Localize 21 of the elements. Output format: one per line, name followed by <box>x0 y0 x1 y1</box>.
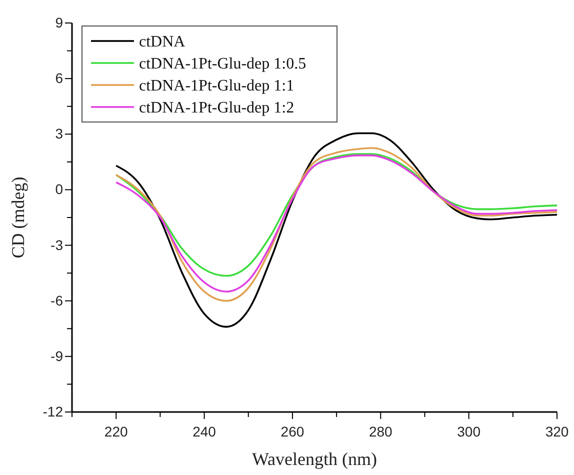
x-tick-label: 260 <box>280 423 304 440</box>
x-axis-title: Wavelength (nm) <box>252 449 378 469</box>
legend-label: ctDNA-1Pt-Glu-dep 1:0.5 <box>139 56 306 73</box>
y-tick-label: 6 <box>55 70 64 86</box>
y-axis-title: CD (mdeg) <box>8 176 28 258</box>
x-tick-label: 320 <box>545 423 569 440</box>
legend-label: ctDNA-1Pt-Glu-dep 1:2 <box>139 100 294 117</box>
y-tick-label: 0 <box>55 181 64 198</box>
y-tick-label: 3 <box>55 126 64 142</box>
y-tick-label: -6 <box>50 292 64 308</box>
x-tick-label: 280 <box>368 423 393 440</box>
x-tick-label: 240 <box>192 423 216 440</box>
legend-label: ctDNA <box>139 34 186 51</box>
y-tick-label: 9 <box>55 14 64 30</box>
line-series <box>115 132 558 328</box>
y-tick-label: -12 <box>42 403 64 420</box>
y-tick-label: -9 <box>50 348 64 364</box>
x-tick-label: 300 <box>457 423 481 440</box>
y-tick-label: -3 <box>50 236 64 253</box>
legend-label: ctDNA-1Pt-Glu-dep 1:1 <box>139 78 294 95</box>
x-tick-label: 220 <box>104 423 128 440</box>
